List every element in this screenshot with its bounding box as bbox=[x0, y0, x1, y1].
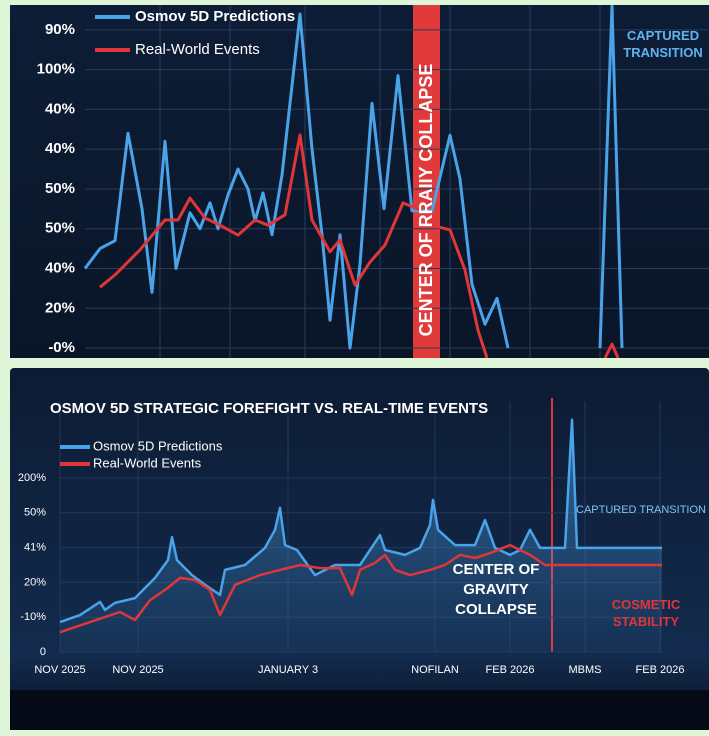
x-tick-label: NOV 2025 bbox=[112, 664, 163, 676]
bottom-strip bbox=[10, 690, 709, 730]
x-tick-label: NOFILAN bbox=[411, 664, 459, 676]
chart-title: OSMOV 5D STRATEGIC FOREFIGHT VS. REAL-TI… bbox=[50, 400, 488, 417]
y-tick-label: 40% bbox=[45, 259, 75, 276]
bottom-chart: 0 -10% 20% 41% 50% 200% NOV 2025 NOV 2025 JANUAR… bbox=[18, 400, 706, 676]
y-tick-label: 50% bbox=[24, 507, 46, 519]
annotation: CENTER OF bbox=[453, 561, 540, 578]
y-tick-label: 40% bbox=[45, 100, 75, 117]
y-tick-label: -0% bbox=[48, 339, 75, 356]
annotation: CAPTURED TRANSITION bbox=[576, 504, 706, 516]
y-tick-label: 50% bbox=[45, 220, 75, 237]
y-tick-label: 90% bbox=[45, 21, 75, 38]
collapse-band bbox=[413, 5, 440, 358]
annotation: COSMETIC bbox=[612, 597, 681, 612]
annotation: CENTER OF RRAIIY COLLAPSE bbox=[416, 64, 436, 337]
x-tick-label: NOV 2025 bbox=[34, 664, 85, 676]
x-tick-label: MBMS bbox=[569, 664, 602, 676]
top-panel bbox=[10, 5, 709, 358]
y-tick-label: 20% bbox=[24, 576, 46, 588]
series-line bbox=[603, 342, 620, 358]
annotation: GRAVITY bbox=[463, 581, 529, 598]
series-line bbox=[83, 12, 510, 350]
annotation: TRANSITION bbox=[623, 45, 702, 60]
series-line bbox=[59, 418, 662, 624]
series-line bbox=[598, 5, 624, 349]
y-tick-label: 100% bbox=[37, 61, 75, 78]
legend-label: Osmov 5D Predictions bbox=[135, 8, 295, 25]
x-tick-label: JANUARY 3 bbox=[258, 664, 318, 676]
y-tick-label: 40% bbox=[45, 140, 75, 157]
legend-label: Osmov 5D Predictions bbox=[93, 438, 223, 453]
annotation: STABILITY bbox=[613, 614, 680, 629]
annotation: CAPTURED bbox=[627, 28, 699, 43]
top-chart: 90% 100% 40% 40% 50% 50% 40% 20% -0% Osmov 5D Pre… bbox=[37, 5, 709, 358]
y-tick-label: 20% bbox=[45, 299, 75, 316]
y-tick-label: 41% bbox=[24, 541, 46, 553]
legend-label: Real-World Events bbox=[93, 455, 202, 470]
legend-label: Real-World Events bbox=[135, 41, 260, 58]
series-line bbox=[59, 543, 662, 634]
series-line bbox=[99, 133, 489, 358]
y-tick-label: 0 bbox=[40, 646, 46, 658]
y-tick-label: 50% bbox=[45, 180, 75, 197]
y-tick-label: -10% bbox=[20, 611, 46, 623]
x-tick-label: FEB 2026 bbox=[636, 664, 685, 676]
x-tick-label: FEB 2026 bbox=[486, 664, 535, 676]
y-tick-label: 200% bbox=[18, 472, 46, 484]
annotation: COLLAPSE bbox=[455, 601, 537, 618]
